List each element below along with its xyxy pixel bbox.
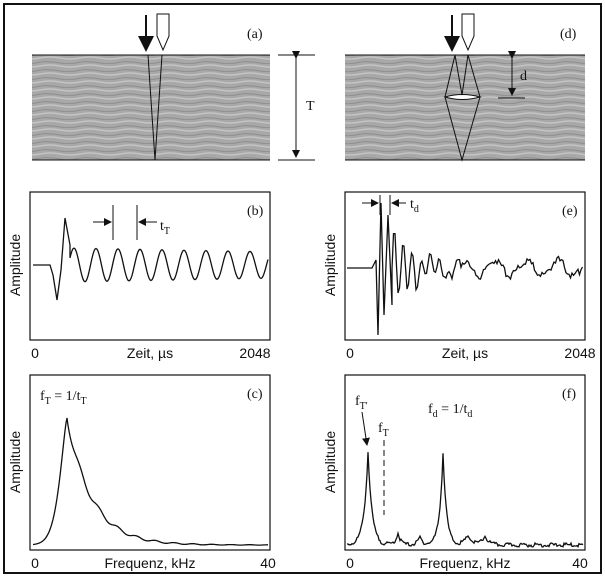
ray-path	[444, 54, 481, 162]
symbol-label: tT	[160, 219, 170, 237]
spectrum	[346, 452, 584, 549]
frame	[3, 3, 602, 574]
axis-start: 0	[31, 345, 39, 361]
arrow	[361, 411, 370, 446]
transducer	[461, 13, 475, 52]
y-axis-label: Amplitude	[322, 234, 338, 296]
x-axis-label: Zeit, µs	[442, 345, 488, 361]
subscript: d	[433, 409, 438, 420]
axis-start: 0	[346, 555, 354, 571]
subscript: T	[164, 226, 170, 237]
symbol: = 1/t	[51, 389, 81, 404]
waveform	[347, 202, 584, 336]
symbol-label: td	[410, 197, 419, 215]
x-axis-label: Zeit, µs	[127, 345, 173, 361]
symbol-label: fT	[378, 421, 389, 439]
subscript: T	[383, 428, 389, 439]
x-axis-label: Frequenz, kHz	[419, 555, 510, 571]
symbol: t	[160, 219, 164, 234]
symbol: f	[40, 389, 45, 404]
y-axis-label: Amplitude	[322, 431, 338, 493]
plot-box	[344, 374, 586, 551]
axis-start: 0	[346, 345, 354, 361]
thickness-label: T	[306, 99, 315, 114]
waveform	[33, 217, 269, 301]
plot-box	[344, 191, 586, 341]
depth-label: d	[520, 69, 527, 84]
plot-box	[29, 374, 271, 551]
spectrum	[32, 417, 268, 546]
panel-label: (c)	[247, 387, 263, 402]
symbol: f	[428, 402, 433, 417]
axis-end: 2048	[239, 345, 270, 361]
symbol: t	[410, 197, 414, 212]
axis-end: 2048	[564, 345, 595, 361]
symbol-label: fd = 1/td	[428, 402, 472, 420]
slab	[345, 55, 585, 160]
ray-path	[147, 54, 163, 161]
subscript: d	[467, 409, 472, 420]
symbol-label: fT'	[355, 394, 368, 412]
panel-label: (e)	[562, 204, 578, 219]
x-axis-label: Frequenz, kHz	[104, 555, 195, 571]
subscript: T'	[360, 401, 368, 412]
plot-box	[29, 191, 271, 341]
flaw	[443, 94, 482, 100]
axis-end: 40	[572, 555, 588, 571]
panel-label: (a)	[247, 27, 263, 42]
symbol: f	[378, 421, 383, 436]
subscript: d	[414, 204, 419, 215]
symbol-label: fT = 1/tT	[40, 389, 87, 407]
panel-label: (b)	[247, 204, 264, 219]
symbol: = 1/t	[438, 402, 468, 417]
y-axis-label: Amplitude	[7, 431, 23, 493]
y-axis-label: Amplitude	[7, 234, 23, 296]
subscript: T	[45, 396, 51, 407]
axis-start: 0	[31, 555, 39, 571]
panel-label: (f)	[562, 387, 576, 402]
panel-label: (d)	[560, 27, 577, 42]
axis-end: 40	[260, 555, 276, 571]
transducer	[156, 13, 170, 52]
subscript: T	[80, 396, 86, 407]
symbol: f	[355, 394, 360, 409]
